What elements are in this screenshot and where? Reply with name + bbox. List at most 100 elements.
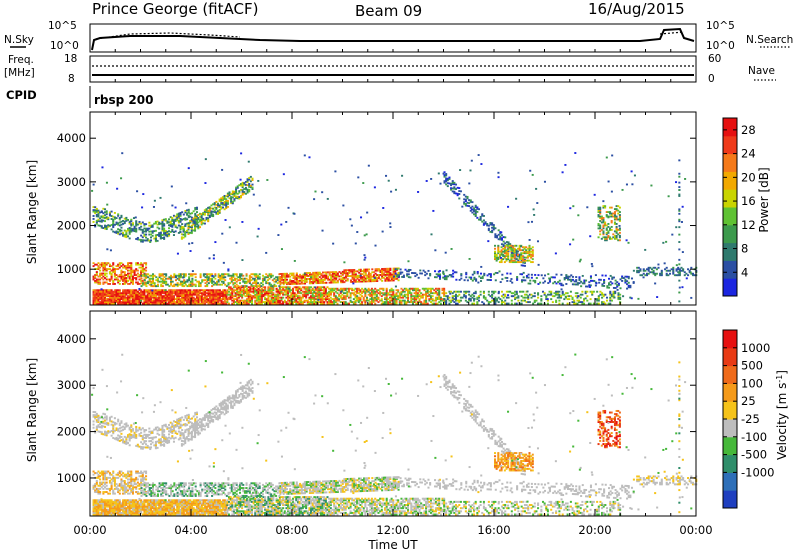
power-cell xyxy=(255,293,258,296)
power-cell xyxy=(164,298,167,301)
power-cell xyxy=(141,266,144,269)
power-cell xyxy=(509,290,512,293)
power-cell xyxy=(610,220,613,222)
power-cell xyxy=(298,298,301,301)
power-cell xyxy=(131,223,134,226)
power-cell xyxy=(186,298,189,301)
power-cell xyxy=(246,298,249,301)
power-cell xyxy=(148,224,151,227)
power-cell xyxy=(246,188,249,191)
power-cell xyxy=(459,296,462,299)
power-cell xyxy=(195,293,198,296)
power-cell xyxy=(246,301,249,304)
power-cell xyxy=(118,299,121,302)
nsky-tick-high: 10^5 xyxy=(48,20,77,32)
power-cell xyxy=(110,293,113,296)
power-cell xyxy=(200,217,203,220)
power-cell xyxy=(105,298,108,301)
power-cell xyxy=(425,292,428,295)
power-cell xyxy=(179,302,182,305)
power-cell xyxy=(185,229,188,232)
power-cell xyxy=(323,274,326,277)
power-cell xyxy=(407,296,410,299)
power-cell xyxy=(107,268,110,271)
power-cell xyxy=(215,296,218,299)
power-cell xyxy=(200,296,203,299)
power-cell xyxy=(136,302,139,305)
power-cell xyxy=(324,298,327,301)
power-cell xyxy=(205,298,208,301)
power-cell xyxy=(326,271,330,274)
power-cell xyxy=(146,299,149,302)
power-cell xyxy=(381,275,384,278)
power-cell xyxy=(390,276,394,279)
power-cell xyxy=(248,277,251,280)
power-cell xyxy=(97,209,100,212)
power-cell xyxy=(279,283,282,286)
power-cell xyxy=(358,276,361,279)
power-cell xyxy=(194,293,197,296)
power-cell xyxy=(184,302,187,305)
power-cell xyxy=(257,290,260,293)
power-cell xyxy=(158,280,161,283)
power-cell xyxy=(184,289,187,292)
power-cell xyxy=(260,299,263,302)
power-cell xyxy=(431,302,434,305)
power-cell xyxy=(357,289,360,292)
power-cell xyxy=(261,283,264,286)
power-cell xyxy=(553,276,556,279)
power-cell xyxy=(521,252,524,255)
power-cell xyxy=(217,276,220,279)
power-cell xyxy=(344,296,347,299)
power-cell xyxy=(108,268,111,271)
power-cell xyxy=(317,282,320,285)
power-cell xyxy=(515,296,518,299)
power-cell xyxy=(636,269,639,272)
power-cell xyxy=(525,252,528,255)
power-cell xyxy=(251,186,254,189)
power-cell xyxy=(361,279,364,281)
power-cell xyxy=(318,286,321,289)
power-cell xyxy=(238,282,242,285)
power-cell xyxy=(405,296,408,299)
power-cell xyxy=(101,166,104,169)
power-cell xyxy=(131,292,134,295)
power-cell xyxy=(248,184,251,187)
power-cell xyxy=(520,299,523,302)
power-cell xyxy=(312,273,315,276)
power-cell xyxy=(255,282,258,285)
power-cell xyxy=(464,292,467,295)
power-cell xyxy=(336,287,339,290)
power-cell xyxy=(92,265,95,268)
power-cell xyxy=(310,302,313,305)
power-cell xyxy=(392,293,395,296)
power-cell xyxy=(331,290,334,293)
power-cell xyxy=(135,263,138,266)
power-cell xyxy=(345,272,348,275)
power-cell xyxy=(618,236,621,239)
power-cell xyxy=(351,277,354,280)
power-cell xyxy=(376,277,379,279)
power-cell xyxy=(172,298,175,301)
power-cell xyxy=(110,228,113,231)
power-cell xyxy=(141,298,144,301)
power-cell xyxy=(434,287,437,290)
power-cell xyxy=(610,228,613,231)
power-cell xyxy=(413,289,416,292)
power-cell xyxy=(282,302,285,305)
power-cell xyxy=(126,235,130,238)
power-cell xyxy=(99,292,102,295)
power-cell xyxy=(589,276,592,279)
power-cell xyxy=(292,292,295,295)
power-cell xyxy=(178,277,181,280)
power-cell xyxy=(475,278,478,281)
power-cell xyxy=(282,293,285,296)
power-cell xyxy=(517,259,520,262)
power-cell xyxy=(319,295,322,298)
power-cell xyxy=(313,289,316,292)
power-cell xyxy=(500,259,503,262)
power-cell xyxy=(194,218,197,221)
power-cell xyxy=(164,299,167,302)
power-cell xyxy=(108,272,111,275)
power-cell xyxy=(296,292,299,295)
